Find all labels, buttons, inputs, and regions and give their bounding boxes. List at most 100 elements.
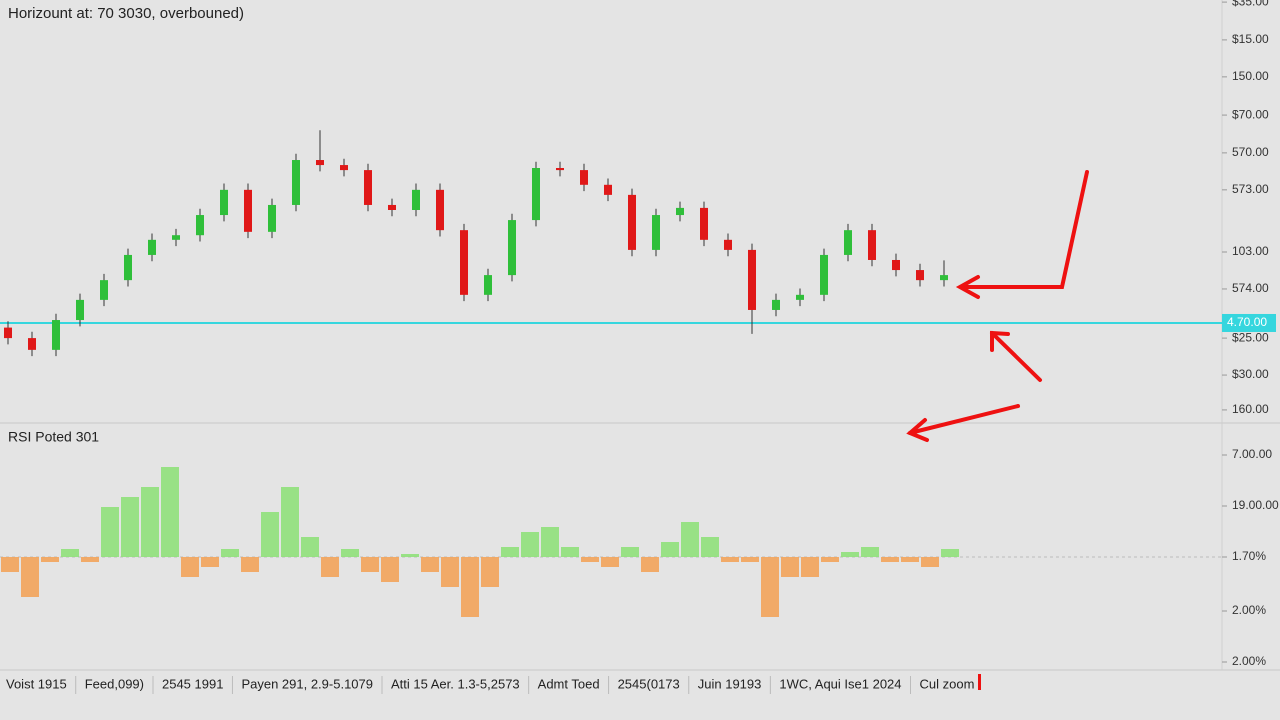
candle-body xyxy=(892,259,900,271)
rsi-bar xyxy=(801,557,819,577)
footer-item: Juin 19193 xyxy=(698,676,762,691)
rsi-bar xyxy=(761,557,779,617)
candle-body xyxy=(268,204,276,232)
rsi-bar xyxy=(841,552,859,557)
rsi-axis-label: 2.00% xyxy=(1232,654,1266,668)
rsi-bar xyxy=(521,532,539,557)
rsi-bar xyxy=(261,512,279,557)
price-axis-label: 103.00 xyxy=(1232,244,1269,258)
rsi-bar xyxy=(221,549,239,557)
arrow-head xyxy=(955,275,980,299)
footer-item: Feed,099) xyxy=(85,676,144,691)
rsi-axis-label: 7.00.00 xyxy=(1232,447,1272,461)
rsi-bar xyxy=(861,547,879,557)
candle-body xyxy=(52,320,60,350)
candle-body xyxy=(724,239,732,250)
rsi-bar xyxy=(481,557,499,587)
rsi-bar xyxy=(161,467,179,557)
arrow xyxy=(990,331,1042,382)
candle-body xyxy=(364,170,372,205)
candle-body xyxy=(700,207,708,240)
rsi-bar xyxy=(501,547,519,557)
candle-body xyxy=(28,338,36,350)
rsi-bar xyxy=(641,557,659,572)
candle-body xyxy=(292,160,300,205)
price-axis-label: $15.00 xyxy=(1232,32,1269,46)
rsi-bar xyxy=(141,487,159,557)
rsi-bar xyxy=(121,497,139,557)
candle-body xyxy=(940,275,948,281)
footer-item: 2545 1991 xyxy=(162,676,223,691)
candle-body xyxy=(244,189,252,232)
candle-body xyxy=(100,280,108,300)
candle-body xyxy=(388,204,396,210)
footer-item: Payen 291, 2.9-5.1079 xyxy=(241,676,373,691)
candle-body xyxy=(196,215,204,236)
rsi-bar xyxy=(561,547,579,557)
candle-body xyxy=(460,230,468,295)
footer-item: Voist 1915 xyxy=(6,676,67,691)
annotation-arrows xyxy=(906,170,1089,442)
candle-body xyxy=(868,230,876,260)
footer-item: Admt Toed xyxy=(538,676,600,691)
rsi-bar xyxy=(881,557,899,562)
candle-body xyxy=(556,168,564,171)
rsi-bar xyxy=(381,557,399,582)
candle-body xyxy=(412,189,420,210)
footer-item: Cul zoom xyxy=(920,676,975,691)
candle-body xyxy=(916,270,924,281)
price-axis-label: 573.00 xyxy=(1232,182,1269,196)
rsi-bar xyxy=(201,557,219,567)
candle-body xyxy=(436,189,444,231)
footer-item: Atti 15 Aer. 1.3-5,2573 xyxy=(391,676,520,691)
rsi-bar xyxy=(81,557,99,562)
candle-body xyxy=(580,170,588,185)
rsi-title: RSI Poted 301 xyxy=(8,429,99,445)
rsi-bar xyxy=(941,549,959,557)
rsi-bar xyxy=(541,527,559,557)
rsi-bar xyxy=(101,507,119,557)
rsi-bar xyxy=(361,557,379,572)
candle-body xyxy=(484,275,492,295)
rsi-bar xyxy=(701,537,719,557)
rsi-bar xyxy=(41,557,59,562)
candle-body xyxy=(76,299,84,321)
level-label: 4.70.00 xyxy=(1227,315,1267,329)
rsi-bar xyxy=(341,549,359,557)
rsi-bar xyxy=(421,557,439,572)
candle-body xyxy=(772,299,780,310)
candle-body xyxy=(532,168,540,221)
footer-item: 1WC, Aqui Ise1 2024 xyxy=(779,676,901,691)
rsi-bar xyxy=(601,557,619,567)
rsi-bar xyxy=(281,487,299,557)
price-axis-label: $30.00 xyxy=(1232,367,1269,381)
candle-body xyxy=(340,165,348,171)
candle-body xyxy=(676,207,684,216)
rsi-bar xyxy=(401,554,419,557)
rsi-bar xyxy=(901,557,919,562)
rsi-bar xyxy=(21,557,39,597)
rsi-bar xyxy=(681,522,699,557)
rsi-bar xyxy=(921,557,939,567)
price-axis-label: 570.00 xyxy=(1232,145,1269,159)
rsi-bar xyxy=(661,542,679,557)
candle-body xyxy=(820,254,828,295)
rsi-bar xyxy=(61,549,79,557)
rsi-bar xyxy=(441,557,459,587)
candle-body xyxy=(652,215,660,250)
price-axis-label: $25.00 xyxy=(1232,330,1269,344)
chart-title: Horizount at: 70 3030, overbouned) xyxy=(8,5,244,22)
rsi-bar xyxy=(181,557,199,577)
candle-body xyxy=(172,235,180,240)
rsi-bar xyxy=(301,537,319,557)
rsi-bar xyxy=(781,557,799,577)
candle-body xyxy=(796,294,804,300)
rsi-bar xyxy=(461,557,479,617)
footer-item: 2545(0173 xyxy=(618,676,680,691)
rsi-bar xyxy=(821,557,839,562)
rsi-bar xyxy=(581,557,599,562)
price-axis-label: $35.00 xyxy=(1232,0,1269,8)
rsi-bar xyxy=(1,557,19,572)
